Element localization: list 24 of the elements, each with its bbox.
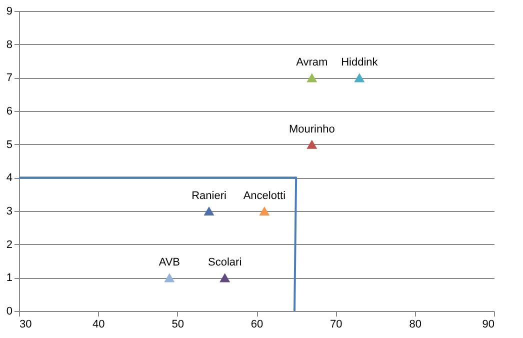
x-tick-label: 60 [250,318,264,330]
series-label: Hiddink [341,56,378,69]
y-tick-label: 3 [6,206,12,218]
series-label: Ancelotti [243,190,286,202]
x-tick-label: 90 [482,318,494,330]
series-label: Mourinho [288,123,335,136]
y-tick-label: 8 [6,38,12,51]
y-tick-label: 2 [6,238,12,251]
series-label: Ranieri [192,190,226,202]
series-label: AVB [158,256,180,269]
x-tick-label: 40 [92,318,105,330]
x-tick-label: 50 [172,318,184,330]
y-tick-label: 0 [6,306,12,318]
x-tick-label: 80 [409,318,422,330]
y-tick-label: 7 [6,72,12,84]
y-tick-label: 6 [6,106,12,118]
series-label: Avram [296,56,328,69]
x-tick-label: 30 [20,318,32,330]
y-tick-label: 1 [6,272,12,284]
y-tick-label: 5 [6,138,12,151]
y-tick-label: 9 [6,6,12,18]
y-tick-label: 4 [6,172,12,184]
x-tick-label: 70 [330,318,342,330]
series-label: Scolari [208,256,242,269]
